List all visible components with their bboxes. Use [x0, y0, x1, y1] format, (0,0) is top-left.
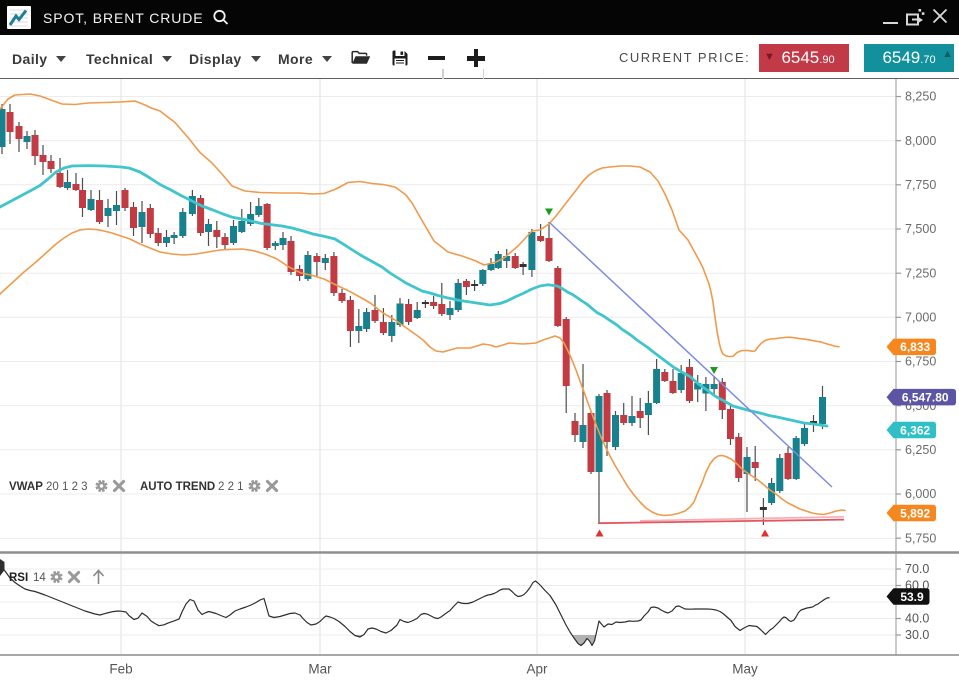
svg-text:7,000: 7,000 — [905, 311, 936, 325]
svg-text:6,750: 6,750 — [905, 355, 936, 369]
svg-text:53.9: 53.9 — [900, 590, 924, 604]
svg-text:30.0: 30.0 — [905, 628, 929, 642]
svg-text:7,250: 7,250 — [905, 266, 936, 280]
svg-text:7,750: 7,750 — [905, 178, 936, 192]
svg-text:6,250: 6,250 — [905, 443, 936, 457]
svg-text:5,750: 5,750 — [905, 531, 936, 545]
svg-text:RSI: RSI — [9, 572, 28, 584]
svg-text:2 2 1: 2 2 1 — [218, 481, 244, 493]
svg-text:14: 14 — [33, 572, 46, 584]
svg-text:6,833: 6,833 — [900, 340, 930, 354]
svg-text:20 1 2 3: 20 1 2 3 — [46, 481, 88, 493]
svg-text:70.0: 70.0 — [905, 562, 929, 576]
svg-text:6,547.80: 6,547.80 — [902, 391, 949, 405]
svg-text:7,500: 7,500 — [905, 222, 936, 236]
svg-text:5,892: 5,892 — [900, 506, 930, 520]
svg-text:8,000: 8,000 — [905, 134, 936, 148]
svg-text:6,000: 6,000 — [905, 487, 936, 501]
svg-text:AUTO TREND: AUTO TREND — [140, 481, 215, 493]
svg-text:May: May — [732, 662, 758, 677]
svg-text:VWAP: VWAP — [9, 481, 43, 493]
svg-text:6,362: 6,362 — [900, 423, 930, 437]
svg-text:Mar: Mar — [308, 662, 332, 677]
svg-text:Apr: Apr — [526, 662, 548, 677]
svg-text:40.0: 40.0 — [905, 612, 929, 626]
svg-text:Feb: Feb — [109, 662, 132, 677]
svg-text:8,250: 8,250 — [905, 90, 936, 104]
